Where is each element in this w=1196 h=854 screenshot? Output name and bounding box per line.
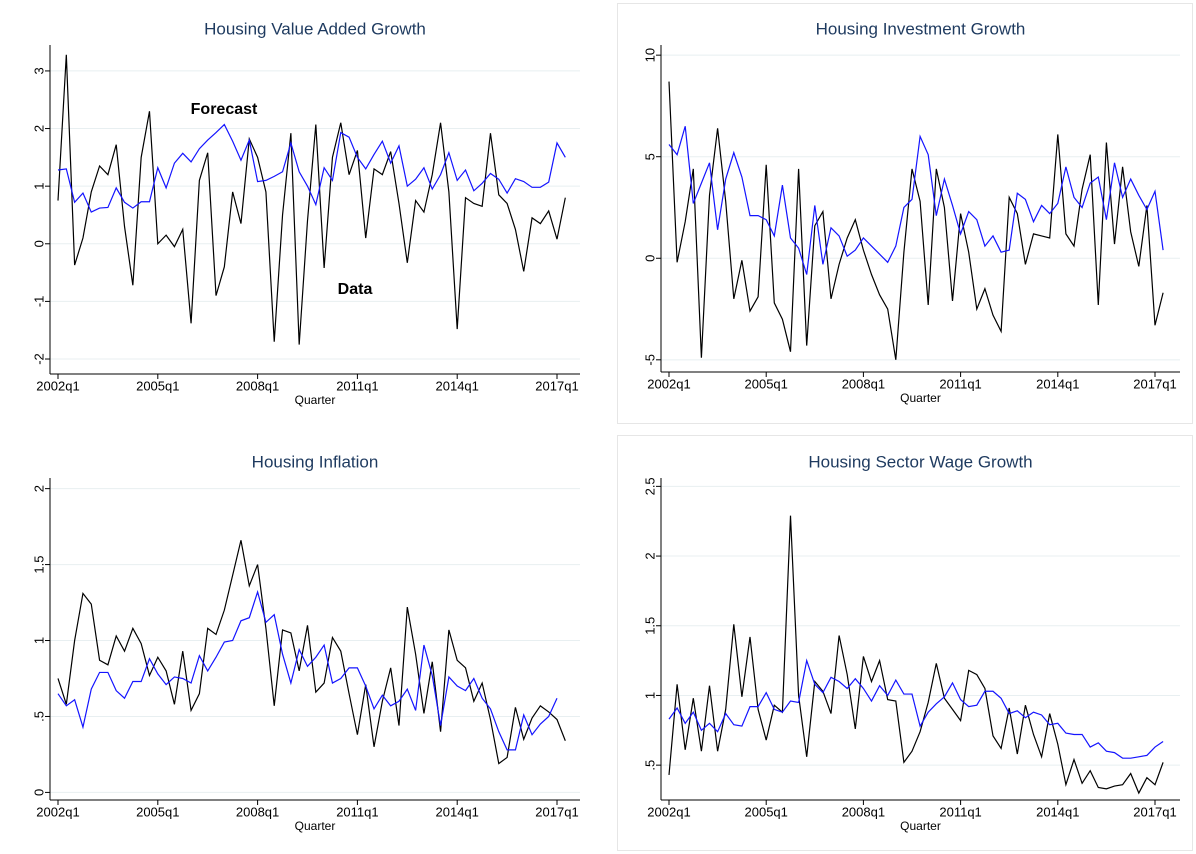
x-tick-label: 2005q1: [136, 378, 179, 393]
x-tick-label: 2017q1: [1133, 804, 1176, 819]
x-tick-label: 2002q1: [36, 804, 79, 819]
y-tick-label: 5: [642, 153, 657, 160]
x-tick-label: 2011q1: [336, 804, 378, 819]
chart-title: Housing Inflation: [252, 452, 379, 471]
y-tick-label: .5: [31, 711, 46, 722]
x-tick-label: 2017q1: [535, 378, 578, 393]
series-line: [57, 123, 566, 213]
series-line: [57, 54, 566, 345]
x-tick-label: 2017q1: [535, 804, 578, 819]
series-line: [668, 658, 1164, 759]
x-tick-label: 2011q1: [336, 378, 378, 393]
x-tick-label: 2014q1: [436, 804, 479, 819]
x-tick-label: 2002q1: [647, 376, 690, 391]
y-tick-label: 1.5: [642, 617, 657, 635]
x-tick-label: 2008q1: [842, 804, 885, 819]
y-tick-label: .5: [642, 760, 657, 771]
y-tick-label: 3: [31, 67, 46, 74]
x-tick-label: 2005q1: [745, 376, 788, 391]
series-line: [668, 126, 1164, 275]
panel-frame: [617, 3, 1193, 424]
y-tick-label: 2: [31, 485, 46, 492]
x-tick-label: 2008q1: [236, 804, 279, 819]
series-line: [668, 81, 1164, 360]
y-tick-label: 1: [642, 692, 657, 699]
x-tick-label: 2014q1: [1036, 804, 1079, 819]
x-tick-label: 2011q1: [939, 376, 981, 391]
x-tick-label: 2014q1: [436, 378, 479, 393]
x-tick-label: 2008q1: [842, 376, 885, 391]
x-tick-label: 2008q1: [236, 378, 279, 393]
y-tick-label: 1: [31, 637, 46, 644]
chart-title: Housing Sector Wage Growth: [808, 452, 1032, 471]
y-tick-label: -2: [31, 353, 46, 365]
series-line: [57, 589, 558, 751]
y-tick-label: 2.5: [642, 477, 657, 495]
x-axis-title: Quarter: [900, 391, 941, 405]
x-tick-label: 2002q1: [36, 378, 79, 393]
x-axis-title: Quarter: [295, 393, 336, 407]
chart-title: Housing Value Added Growth: [204, 19, 426, 38]
y-tick-label: 0: [31, 240, 46, 247]
panel-frame: [617, 435, 1193, 851]
y-tick-label: 1: [31, 183, 46, 190]
series-annotation: Forecast: [191, 101, 258, 118]
x-tick-label: 2002q1: [647, 804, 690, 819]
y-tick-label: 10: [642, 48, 657, 62]
series-annotation: Data: [338, 281, 373, 298]
y-tick-label: 2: [31, 125, 46, 132]
x-axis-title: Quarter: [295, 819, 336, 833]
y-tick-label: 2: [642, 552, 657, 559]
x-tick-label: 2014q1: [1036, 376, 1079, 391]
chart-title: Housing Investment Growth: [816, 19, 1026, 38]
x-axis-title: Quarter: [900, 819, 941, 833]
x-tick-label: 2017q1: [1133, 376, 1176, 391]
series-line: [57, 540, 566, 765]
x-tick-label: 2005q1: [745, 804, 788, 819]
series-line: [668, 515, 1164, 795]
y-tick-label: -1: [31, 296, 46, 308]
x-tick-label: 2005q1: [136, 804, 179, 819]
y-tick-label: -5: [642, 354, 657, 366]
y-tick-label: 0: [31, 789, 46, 796]
y-tick-label: 0: [642, 255, 657, 262]
y-tick-label: 1.5: [31, 556, 46, 574]
x-tick-label: 2011q1: [939, 804, 981, 819]
